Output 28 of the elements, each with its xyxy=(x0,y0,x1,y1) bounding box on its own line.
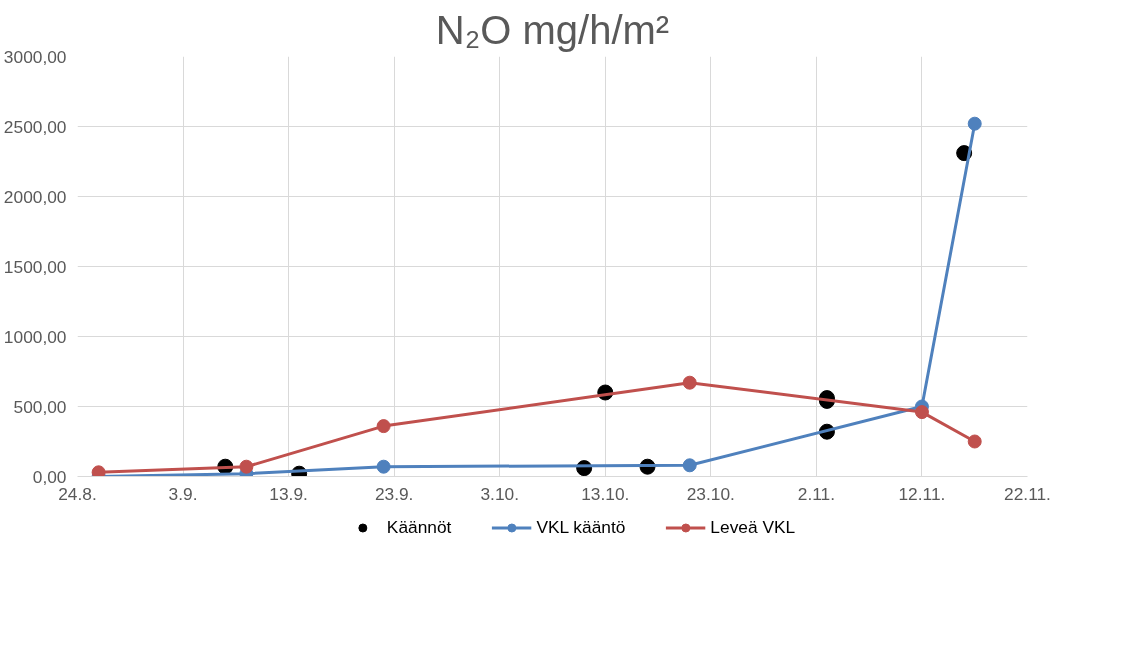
x-tick-label: 3.10. xyxy=(480,483,519,504)
legend-label: Käännöt xyxy=(386,516,452,538)
point xyxy=(967,116,982,131)
x-tick-label: 23.9. xyxy=(374,483,414,504)
y-tick-label: 3000,00 xyxy=(3,46,67,67)
x-tick-label: 2.11. xyxy=(797,483,836,504)
x-tick-label: 22.11. xyxy=(1004,483,1051,504)
point xyxy=(682,458,697,473)
x-tick-label: 13.9. xyxy=(269,483,308,504)
y-tick-label: 2500,00 xyxy=(3,116,67,137)
point xyxy=(91,465,106,477)
legend-label: VKL kääntö xyxy=(536,516,626,538)
x-tick-label: 23.10. xyxy=(686,483,735,504)
x-tick-label: 3.9. xyxy=(168,483,198,504)
y-tick-label: 500,00 xyxy=(13,396,67,417)
point xyxy=(376,459,391,474)
y-tick-label: 2000,00 xyxy=(3,186,67,207)
x-tick-label: 13.10. xyxy=(581,483,630,504)
point xyxy=(239,459,254,474)
chart-title: N₂O mg/h/m² xyxy=(435,7,670,52)
legend-label: Leveä VKL xyxy=(710,516,796,538)
point xyxy=(376,419,391,434)
y-tick-label: 1000,00 xyxy=(3,326,67,347)
x-tick-label: 12.11. xyxy=(898,483,946,504)
point xyxy=(967,434,982,449)
y-tick-label: 1500,00 xyxy=(3,256,67,277)
point xyxy=(682,375,697,390)
point xyxy=(914,405,929,420)
